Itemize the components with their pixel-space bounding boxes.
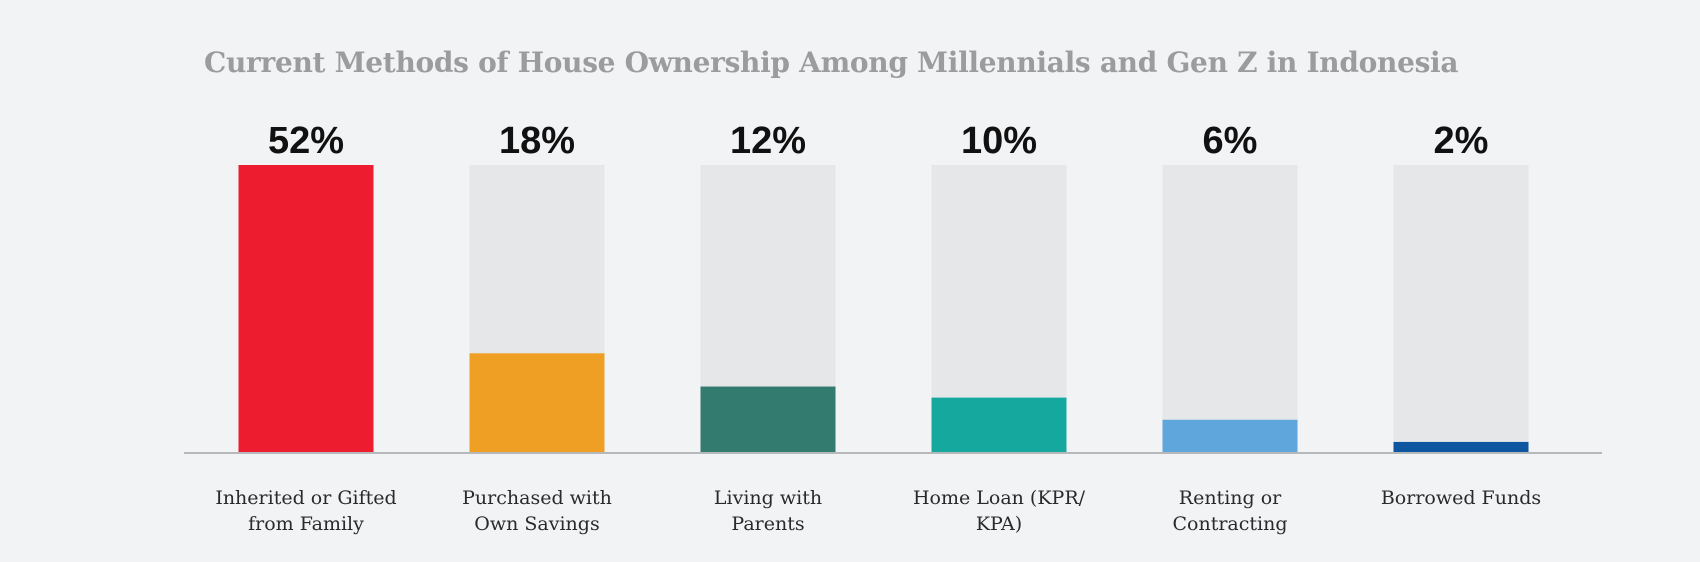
data-label: 10% (961, 120, 1037, 162)
bar (931, 397, 1067, 453)
bar (1162, 419, 1298, 453)
data-label: 52% (268, 120, 344, 162)
data-label: 18% (499, 120, 575, 162)
data-label: 12% (730, 120, 806, 162)
category-label: from Family (248, 513, 364, 535)
bar (700, 386, 836, 453)
category-label: Living with (714, 487, 822, 509)
bar-track (1162, 165, 1298, 453)
category-label: Parents (731, 513, 804, 535)
bar (238, 165, 374, 453)
chart-title: Current Methods of House Ownership Among… (204, 46, 1459, 79)
category-label: Home Loan (KPR/ (913, 487, 1086, 509)
category-label: Contracting (1172, 513, 1287, 535)
bar (1393, 441, 1529, 453)
category-label: Borrowed Funds (1381, 487, 1541, 509)
bar (469, 353, 605, 453)
data-label: 6% (1203, 120, 1258, 162)
data-label: 2% (1434, 120, 1489, 162)
category-label: Inherited or Gifted (215, 487, 396, 509)
bar-track (1393, 165, 1529, 453)
category-label: Renting or (1179, 487, 1282, 509)
category-label: Purchased with (462, 487, 612, 509)
category-label: KPA) (976, 513, 1022, 535)
category-label: Own Savings (474, 513, 599, 535)
